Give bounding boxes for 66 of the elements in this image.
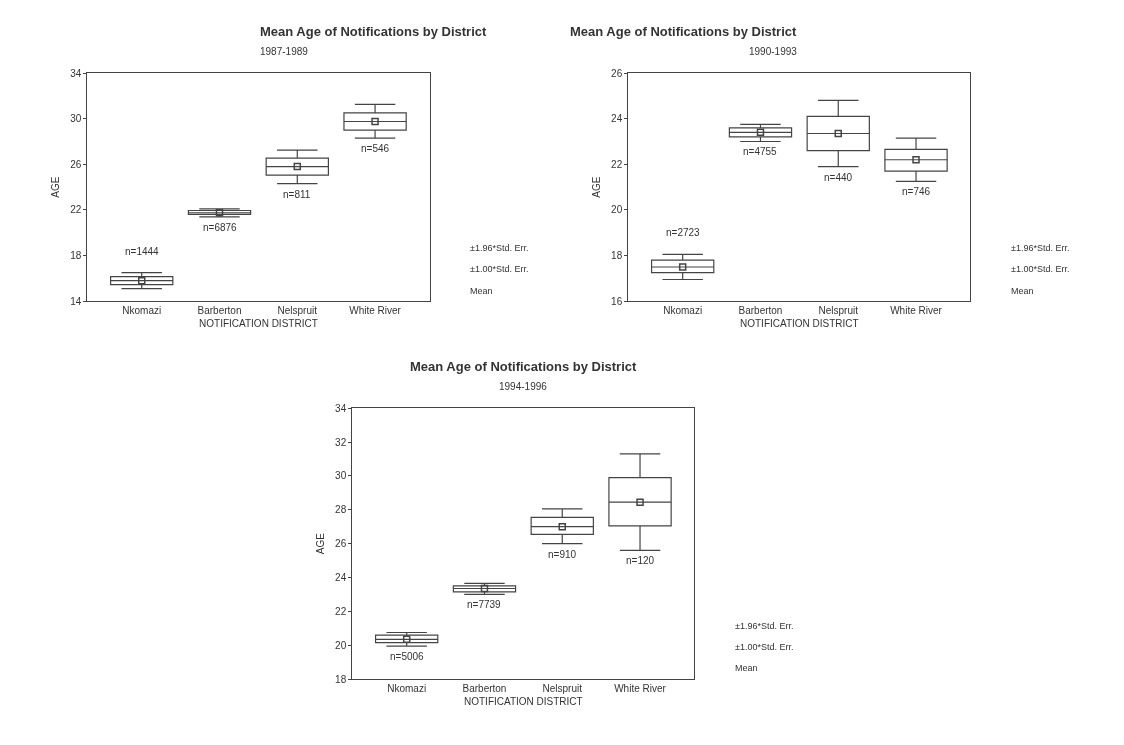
y-tick-label: 20	[611, 204, 623, 216]
y-tick-label: 18	[70, 250, 82, 262]
y-axis-title: AGE	[315, 532, 327, 555]
chart-title: Mean Age of Notifications by District	[410, 359, 637, 374]
x-tick-label: White River	[890, 305, 943, 317]
y-tick-label: 24	[335, 571, 347, 583]
annotation: n=440	[824, 172, 853, 183]
text: ±1.00*Std. Err.	[1011, 264, 1070, 274]
y-axis-title: AGE	[591, 176, 603, 198]
y-tick-label: 26	[611, 67, 623, 79]
x-axis-title: NOTIFICATION DISTRICT	[464, 695, 583, 707]
x-tick-label: Barberton	[462, 683, 507, 695]
x-tick-label: Nelspruit	[542, 683, 583, 695]
text: ±1.00*Std. Err.	[470, 264, 529, 274]
text: ±1.96*Std. Err.	[1011, 243, 1070, 253]
annotation: n=746	[902, 186, 931, 197]
y-tick-label: 16	[611, 295, 623, 307]
annotation: n=4755	[743, 146, 778, 157]
annotation: n=5006	[390, 651, 425, 662]
annotation: n=120	[626, 555, 655, 566]
x-tick-label: Nelspruit	[818, 305, 859, 317]
annotation: n=6876	[203, 222, 238, 233]
y-tick-label: 32	[335, 436, 347, 448]
y-tick-label: 14	[70, 295, 82, 307]
x-axis-title: NOTIFICATION DISTRICT	[199, 317, 318, 329]
x-tick-label: Barberton	[197, 305, 242, 317]
text: Mean	[735, 663, 758, 673]
y-tick-label: 20	[335, 639, 347, 651]
annotation: n=910	[548, 549, 577, 560]
chart-title: Mean Age of Notifications by District	[570, 24, 797, 39]
y-tick-label: 22	[611, 158, 623, 170]
annotation: n=7739	[467, 599, 502, 610]
chart-title: Mean Age of Notifications by District	[260, 24, 487, 39]
x-tick-label: White River	[349, 305, 402, 317]
y-tick-label: 18	[335, 673, 347, 685]
x-tick-label: White River	[614, 683, 667, 695]
x-tick-label: Nkomazi	[663, 305, 703, 317]
text: ±1.00*Std. Err.	[735, 642, 794, 652]
y-tick-label: 18	[611, 250, 623, 262]
y-tick-label: 22	[335, 605, 347, 617]
y-tick-label: 26	[70, 158, 82, 170]
x-tick-label: Nkomazi	[387, 683, 427, 695]
annotation: n=1444	[125, 246, 160, 257]
chart-subtitle: 1987-1989	[260, 46, 309, 57]
y-tick-label: 30	[335, 470, 347, 482]
text: ±1.96*Std. Err.	[470, 243, 529, 253]
y-tick-label: 34	[70, 67, 82, 79]
y-axis-title: AGE	[50, 176, 62, 198]
y-tick-label: 28	[335, 504, 347, 516]
y-tick-label: 30	[70, 113, 82, 125]
y-tick-label: 22	[70, 204, 82, 216]
chart-subtitle: 1994-1996	[499, 381, 548, 392]
annotation: n=2723	[666, 227, 701, 238]
annotation: n=546	[361, 143, 390, 154]
x-tick-label: Nelspruit	[277, 305, 318, 317]
chart-subtitle: 1990-1993	[749, 46, 798, 57]
annotation: n=811	[283, 189, 311, 200]
text: ±1.96*Std. Err.	[735, 621, 794, 631]
y-tick-label: 26	[335, 538, 347, 550]
y-tick-label: 34	[335, 402, 347, 414]
x-tick-label: Barberton	[738, 305, 783, 317]
x-axis-title: NOTIFICATION DISTRICT	[740, 317, 859, 329]
x-tick-label: Nkomazi	[122, 305, 162, 317]
text: Mean	[470, 286, 493, 296]
text: Mean	[1011, 286, 1034, 296]
y-tick-label: 24	[611, 113, 623, 125]
